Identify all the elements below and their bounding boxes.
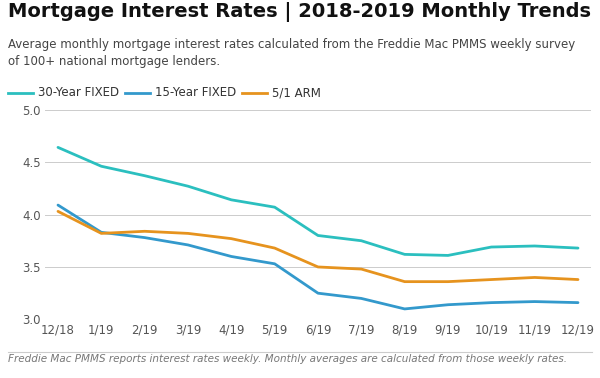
Text: 5/1 ARM: 5/1 ARM <box>272 86 320 99</box>
Text: 15-Year FIXED: 15-Year FIXED <box>155 86 236 99</box>
Text: 30-Year FIXED: 30-Year FIXED <box>38 86 119 99</box>
Text: Average monthly mortgage interest rates calculated from the Freddie Mac PMMS wee: Average monthly mortgage interest rates … <box>8 38 575 68</box>
Text: Freddie Mac PMMS reports interest rates weekly. Monthly averages are calculated : Freddie Mac PMMS reports interest rates … <box>8 354 567 364</box>
Text: Mortgage Interest Rates | 2018-2019 Monthly Trends: Mortgage Interest Rates | 2018-2019 Mont… <box>8 2 591 22</box>
